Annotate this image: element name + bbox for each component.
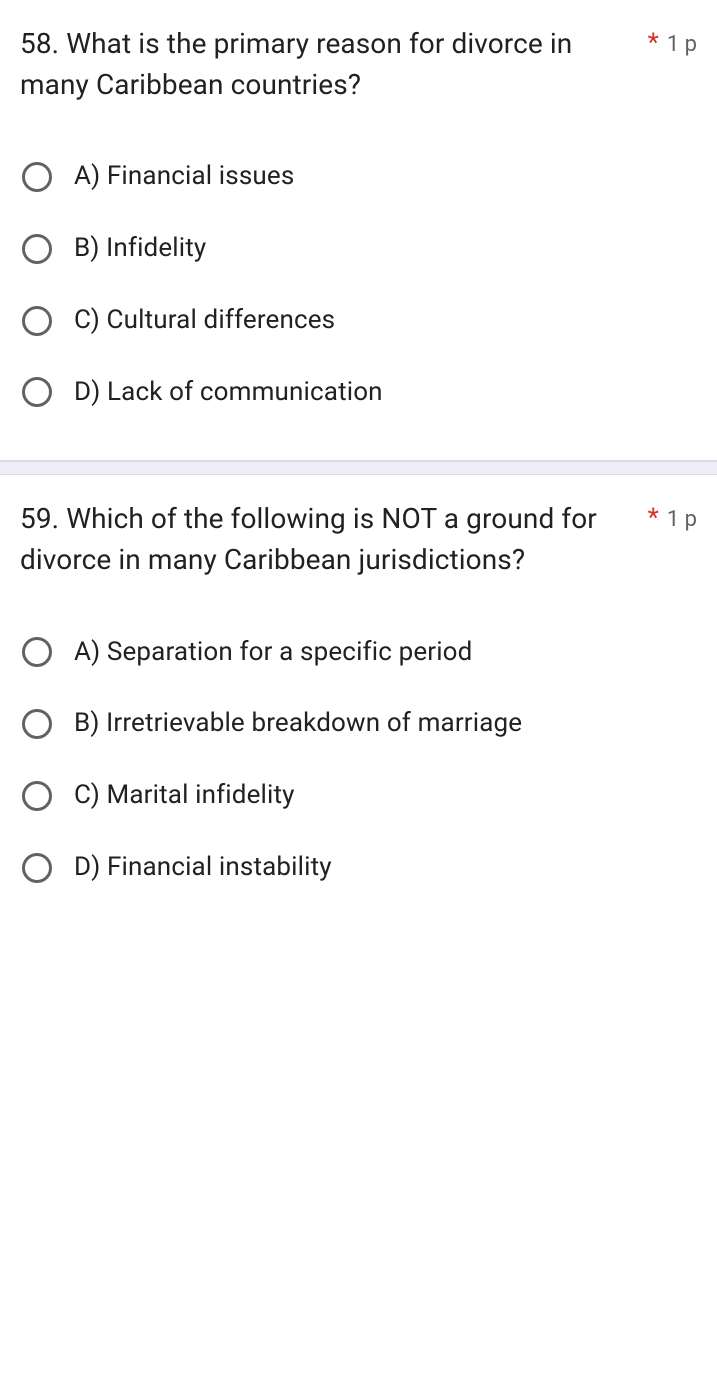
radio-icon bbox=[22, 377, 52, 407]
options-group: A) Financial issues B) Infidelity C) Cul… bbox=[20, 141, 697, 428]
question-text: Which of the following is NOT a ground f… bbox=[20, 502, 597, 576]
option-b[interactable]: B) Irretrievable breakdown of marriage bbox=[20, 688, 697, 760]
option-label: C) Cultural differences bbox=[74, 304, 335, 338]
option-label: A) Financial issues bbox=[74, 160, 294, 194]
radio-icon bbox=[22, 234, 52, 264]
option-b[interactable]: B) Infidelity bbox=[20, 213, 697, 285]
radio-icon bbox=[22, 306, 52, 336]
option-d[interactable]: D) Financial instability bbox=[20, 832, 697, 904]
question-points: 1 p bbox=[667, 507, 697, 532]
question-number: 58. bbox=[20, 27, 59, 60]
question-title: 58. What is the primary reason for divor… bbox=[20, 27, 572, 101]
option-a[interactable]: A) Separation for a specific period bbox=[20, 617, 697, 689]
card-divider bbox=[0, 461, 717, 475]
question-points: 1 p bbox=[667, 32, 697, 57]
option-label: D) Financial instability bbox=[74, 851, 332, 885]
option-label: C) Marital infidelity bbox=[74, 779, 295, 813]
radio-icon bbox=[22, 853, 52, 883]
question-title: 59. Which of the following is NOT a grou… bbox=[20, 502, 597, 576]
question-number: 59. bbox=[20, 502, 59, 535]
option-d[interactable]: D) Lack of communication bbox=[20, 357, 697, 429]
required-star: * bbox=[648, 503, 659, 533]
option-label: A) Separation for a specific period bbox=[74, 636, 472, 670]
question-meta: * 1 p bbox=[645, 28, 697, 58]
options-group: A) Separation for a specific period B) I… bbox=[20, 617, 697, 904]
radio-icon bbox=[22, 162, 52, 192]
radio-icon bbox=[22, 637, 52, 667]
option-c[interactable]: C) Cultural differences bbox=[20, 285, 697, 357]
question-header: * 1 p 59. Which of the following is NOT … bbox=[20, 499, 697, 580]
question-header: * 1 p 58. What is the primary reason for… bbox=[20, 24, 697, 105]
question-card-59: * 1 p 59. Which of the following is NOT … bbox=[0, 475, 717, 915]
required-star: * bbox=[648, 28, 659, 58]
question-card-58: * 1 p 58. What is the primary reason for… bbox=[0, 0, 717, 461]
radio-icon bbox=[22, 709, 52, 739]
option-label: D) Lack of communication bbox=[74, 376, 383, 410]
radio-icon bbox=[22, 781, 52, 811]
question-meta: * 1 p bbox=[645, 503, 697, 533]
option-a[interactable]: A) Financial issues bbox=[20, 141, 697, 213]
option-c[interactable]: C) Marital infidelity bbox=[20, 760, 697, 832]
option-label: B) Infidelity bbox=[74, 232, 206, 266]
question-text: What is the primary reason for divorce i… bbox=[20, 27, 572, 101]
option-label: B) Irretrievable breakdown of marriage bbox=[74, 707, 522, 741]
